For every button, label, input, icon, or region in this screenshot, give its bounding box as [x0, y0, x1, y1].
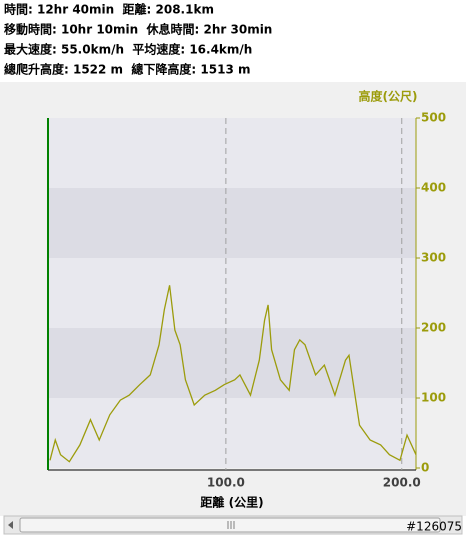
stat-line: 移動時間: 10hr 10min 休息時間: 2hr 30min — [4, 22, 272, 37]
stat-line: 總爬升高度: 1522 m 總下降高度: 1513 m — [4, 62, 250, 77]
grid-band — [48, 398, 416, 468]
y-tick-label: 200 — [421, 321, 446, 335]
stat-line: 時間: 12hr 40min 距離: 208.1km — [4, 2, 214, 17]
grid-band — [48, 258, 416, 328]
y-tick-label: 500 — [421, 111, 446, 125]
stat-line: 最大速度: 55.0km/h 平均速度: 16.4km/h — [4, 42, 252, 57]
y-tick-label: 400 — [421, 181, 446, 195]
record-id: #126075 — [406, 520, 462, 534]
grid-band — [48, 118, 416, 188]
scroll-left[interactable] — [8, 521, 13, 529]
grid-band — [48, 328, 416, 398]
grid-band — [48, 188, 416, 258]
elevation-line — [49, 285, 417, 463]
thumb-grip — [227, 521, 235, 529]
x-tick-label: 200.0 — [383, 476, 421, 490]
x-tick-label: 100.0 — [207, 476, 245, 490]
scroll-thumb[interactable] — [19, 517, 441, 533]
y-tick-label: 300 — [421, 251, 446, 265]
y-tick-label: 0 — [421, 461, 429, 475]
y-tick-label: 100 — [421, 391, 446, 405]
stats: 時間: 12hr 40min 距離: 208.1km 移動時間: 10hr 10m… — [4, 2, 272, 77]
x-axis-label: 距離 (公里) — [200, 495, 263, 510]
y-axis-label: 高度(公尺) — [359, 89, 418, 104]
